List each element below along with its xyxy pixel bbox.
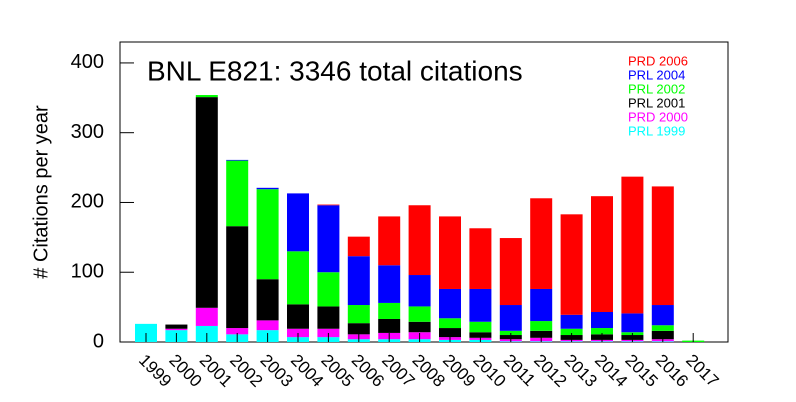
bar-segment: [165, 328, 188, 331]
bar-segment: [408, 275, 431, 307]
bar-segment: [287, 193, 309, 252]
bar-segment: [651, 186, 674, 306]
bar-segment: [256, 187, 279, 190]
bar-segment: [621, 176, 644, 314]
bar-segment: [256, 320, 279, 331]
bar-segment: [226, 226, 249, 329]
bar-segment: [226, 328, 249, 335]
bar-segment: [469, 288, 492, 322]
bar-segment: [439, 328, 461, 338]
bar-segment: [560, 314, 583, 329]
bar-segment: [165, 324, 188, 329]
bar-segment: [651, 325, 674, 331]
bar-segment: [530, 288, 553, 322]
legend-label: PRD 2000: [628, 109, 688, 124]
legend-label: PRL 2002: [628, 81, 685, 96]
bar-segment: [195, 95, 218, 98]
bar-segment: [530, 198, 553, 289]
y-tick-label: 400: [71, 51, 104, 73]
bar-segment: [317, 205, 340, 273]
y-tick-label: 300: [71, 121, 104, 143]
bar-segment: [195, 307, 218, 326]
bar-segment: [439, 318, 461, 329]
bar-segment: [287, 251, 309, 305]
bar-segment: [135, 323, 157, 342]
bar-segment: [287, 304, 309, 329]
y-tick-label: 0: [93, 330, 104, 352]
bar-segment: [408, 321, 431, 333]
bar-segment: [317, 306, 340, 329]
bar-segment: [287, 328, 309, 338]
bar-segment: [256, 189, 279, 280]
bar-segment: [499, 305, 522, 331]
legend-label: PRL 1999: [628, 123, 685, 138]
bar-segment: [408, 306, 431, 322]
bar-segment: [226, 159, 249, 161]
bar-segment: [378, 302, 401, 319]
bar-segment: [347, 305, 370, 324]
bar-segment: [347, 256, 370, 306]
bar-segment: [530, 321, 553, 331]
bar-segment: [651, 305, 674, 326]
bar-segment: [408, 205, 431, 276]
bar-segment: [560, 328, 583, 336]
bar-segment: [591, 312, 613, 329]
bar-segment: [378, 216, 401, 266]
chart-title: BNL E821: 3346 total citations: [147, 55, 523, 86]
bar-segment: [317, 204, 340, 206]
legend-label: PRD 2006: [628, 53, 688, 68]
legend-label: PRL 2001: [628, 95, 685, 110]
bar-segment: [560, 214, 583, 315]
bar-segment: [226, 160, 249, 227]
bar-segment: [317, 272, 340, 307]
bar-segment: [591, 196, 613, 312]
bar-segment: [439, 288, 461, 319]
bar-segment: [621, 313, 644, 333]
bar-segment: [317, 328, 340, 338]
bar-segment: [499, 238, 522, 306]
bar-segment: [347, 236, 370, 257]
bar-segment: [469, 228, 492, 289]
bar-segment: [499, 330, 522, 336]
legend-label: PRL 2004: [628, 67, 685, 82]
bar-segment: [439, 216, 461, 289]
bar-segment: [378, 265, 401, 303]
bar-segment: [469, 321, 492, 333]
bar-segment: [347, 323, 370, 335]
bar-segment: [591, 328, 613, 335]
bar-segment: [256, 279, 279, 321]
bar-segment: [195, 97, 218, 308]
y-tick-label: 200: [71, 191, 104, 213]
bar-segment: [378, 318, 401, 333]
y-axis-label: # Citations per year: [30, 105, 52, 279]
y-tick-label: 100: [71, 261, 104, 283]
